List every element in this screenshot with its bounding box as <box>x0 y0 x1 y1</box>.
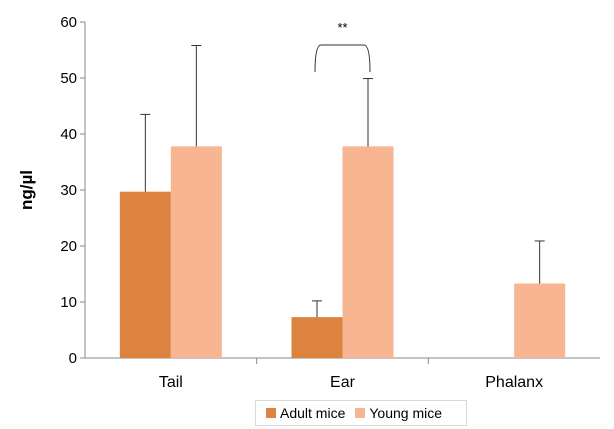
y-tick-label: 0 <box>69 350 77 367</box>
y-tick-label: 20 <box>60 238 77 255</box>
y-axis-label: ng/µl <box>17 170 36 210</box>
y-tick-label: 60 <box>60 14 77 31</box>
bar-adult-mice-tail <box>119 191 171 358</box>
bar-young-mice-tail <box>170 146 222 358</box>
significance-bracket <box>314 44 371 73</box>
y-tick-label: 40 <box>60 126 77 143</box>
legend: Adult mice Young mice <box>255 400 467 426</box>
bar-young-mice-ear <box>342 146 394 358</box>
y-tick-label: 50 <box>60 70 77 87</box>
legend-label-young: Young mice <box>369 405 443 421</box>
legend-item-young: Young mice <box>355 405 442 421</box>
x-category-label: Phalanx <box>485 374 543 391</box>
legend-swatch-adult <box>266 408 276 418</box>
legend-label-adult: Adult mice <box>280 405 346 421</box>
x-category-label: Ear <box>330 374 356 391</box>
y-tick-label: 10 <box>60 294 77 311</box>
significance-label: ** <box>337 20 347 35</box>
y-tick-label: 30 <box>60 182 77 199</box>
x-category-label: Tail <box>159 374 183 391</box>
legend-swatch-young <box>355 408 366 418</box>
bar-adult-mice-ear <box>291 317 343 358</box>
legend-item-adult: Adult mice <box>266 405 345 421</box>
bar-young-mice-phalanx <box>514 283 566 358</box>
